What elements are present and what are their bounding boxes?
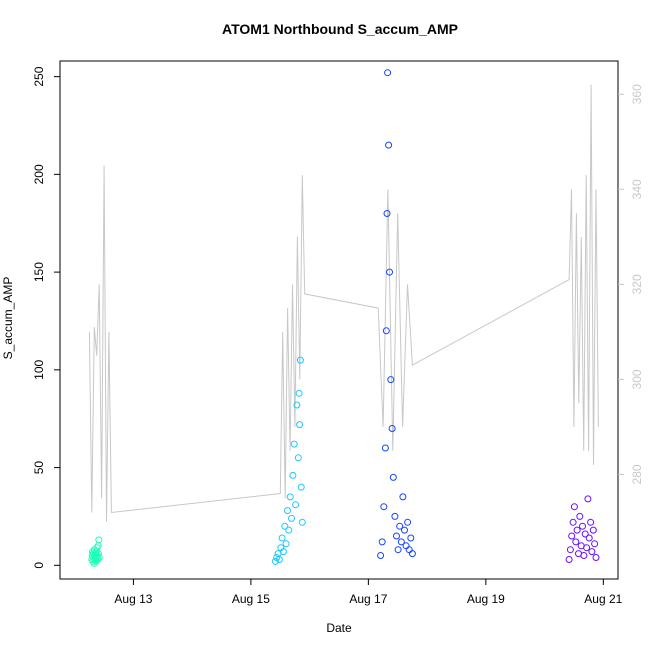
data-point xyxy=(94,542,102,550)
data-point xyxy=(90,559,98,567)
secondary-line-layer xyxy=(88,84,599,523)
data-point xyxy=(401,526,408,534)
y2-tick-label: 300 xyxy=(630,369,644,389)
data-point xyxy=(384,69,392,77)
data-point xyxy=(585,534,593,542)
data-point xyxy=(282,540,290,548)
data-point xyxy=(589,526,597,534)
data-point xyxy=(95,554,103,561)
data-point xyxy=(583,544,591,552)
data-point xyxy=(394,546,402,554)
data-point xyxy=(588,548,596,556)
data-point xyxy=(286,493,294,501)
y-tick-label: 200 xyxy=(32,164,46,184)
data-point xyxy=(565,556,573,563)
y-axis-right: 280 300 320 340 360 xyxy=(618,84,644,484)
data-point xyxy=(382,327,390,335)
data-point xyxy=(573,526,581,534)
data-point xyxy=(281,522,289,530)
data-point xyxy=(378,538,386,546)
data-point xyxy=(568,532,576,540)
x-axis: Aug 13 Aug 15 Aug 17 Aug 19 Aug 21 xyxy=(114,579,623,606)
data-point xyxy=(295,389,303,397)
data-point xyxy=(388,425,396,432)
data-point xyxy=(391,512,399,520)
data-point xyxy=(284,507,291,515)
data-point xyxy=(407,534,415,542)
y-axis-label: S_accum_AMP xyxy=(1,277,15,360)
data-point xyxy=(570,503,578,511)
x-tick-label: Aug 13 xyxy=(114,592,152,606)
data-point xyxy=(579,522,586,530)
x-tick-label: Aug 17 xyxy=(349,592,387,606)
data-point xyxy=(293,401,301,409)
data-point xyxy=(290,440,298,448)
data-point xyxy=(569,518,577,526)
y-tick-label: 100 xyxy=(32,360,46,380)
data-point xyxy=(380,503,388,511)
data-point xyxy=(285,526,293,534)
data-point xyxy=(587,518,595,526)
data-point xyxy=(381,444,389,452)
x-axis-label: Date xyxy=(326,621,352,635)
data-point xyxy=(95,536,103,544)
data-point xyxy=(387,376,395,384)
data-point xyxy=(297,483,305,491)
data-point xyxy=(396,522,404,530)
data-point xyxy=(383,210,391,217)
y2-tick-label: 360 xyxy=(630,84,644,104)
y2-tick-label: 280 xyxy=(630,464,644,484)
data-point xyxy=(289,471,297,479)
x-tick-label: Aug 19 xyxy=(467,592,505,606)
data-point xyxy=(402,542,410,550)
y2-tick-label: 340 xyxy=(630,179,644,199)
data-point xyxy=(405,546,413,554)
y-tick-label: 250 xyxy=(32,66,46,86)
x-tick-label: Aug 15 xyxy=(232,592,270,606)
y-tick-label: 50 xyxy=(32,461,46,475)
data-point xyxy=(572,538,580,546)
data-point xyxy=(566,546,574,554)
data-point xyxy=(385,141,393,149)
data-point xyxy=(386,268,393,276)
data-point xyxy=(279,548,287,556)
data-point xyxy=(408,550,416,558)
data-point xyxy=(294,454,302,462)
data-point xyxy=(581,530,589,538)
data-point xyxy=(377,552,385,559)
y-tick-label: 0 xyxy=(32,562,46,569)
data-point xyxy=(94,550,102,558)
y-axis-left: 0 50 100 150 200 250 xyxy=(32,66,60,569)
data-point xyxy=(591,540,599,548)
data-point xyxy=(592,554,600,561)
data-point xyxy=(389,473,397,481)
data-point xyxy=(393,532,400,540)
data-point xyxy=(397,538,405,546)
data-point xyxy=(296,421,304,429)
data-point xyxy=(271,557,279,565)
plot-box xyxy=(59,60,619,580)
points-layer xyxy=(88,69,600,567)
data-point xyxy=(275,556,283,563)
data-point xyxy=(399,493,407,501)
data-point xyxy=(296,356,304,364)
data-point xyxy=(576,512,584,520)
data-point xyxy=(288,514,295,522)
secondary-series-line xyxy=(88,84,599,523)
chart-title: ATOM1 Northbound S_accum_AMP xyxy=(222,21,458,37)
data-point xyxy=(580,552,588,559)
data-point xyxy=(278,534,286,542)
data-point xyxy=(404,518,412,526)
y2-tick-label: 320 xyxy=(630,274,644,294)
data-point xyxy=(584,495,592,503)
y-tick-label: 150 xyxy=(32,262,46,282)
x-tick-label: Aug 21 xyxy=(584,592,622,606)
data-point xyxy=(298,518,306,526)
data-point xyxy=(292,501,300,509)
